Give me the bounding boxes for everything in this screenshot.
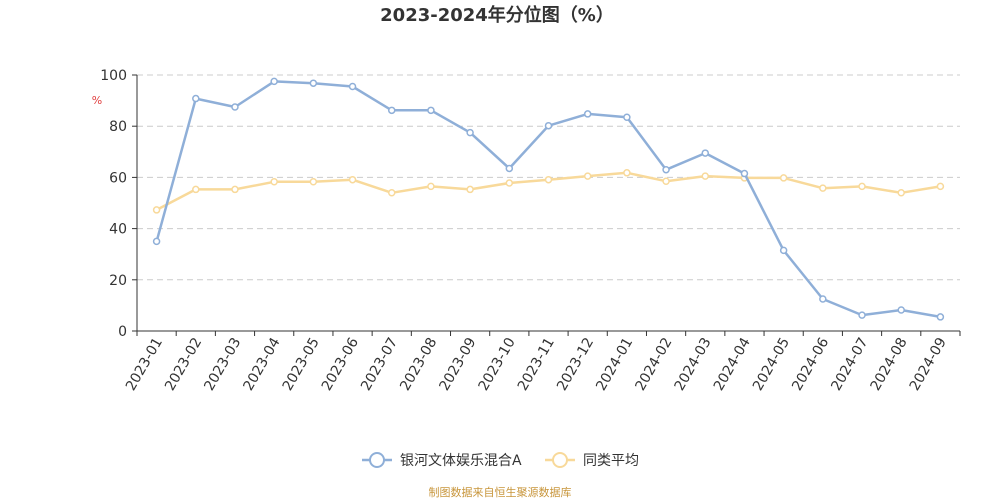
x-tick-label: 2023-01	[123, 335, 166, 394]
data-point[interactable]	[936, 313, 945, 321]
y-tick-label: 80	[109, 119, 127, 135]
data-point[interactable]	[505, 164, 514, 173]
legend-item-1[interactable]: 同类平均	[545, 452, 639, 469]
data-point[interactable]	[623, 113, 631, 121]
y-tick-label: 40	[109, 222, 127, 238]
data-point[interactable]	[701, 149, 710, 157]
x-tick-label: 2024-08	[868, 335, 911, 394]
data-point[interactable]	[897, 306, 905, 314]
source-note: 制图数据来自恒生聚源数据库	[429, 485, 572, 499]
data-point[interactable]	[505, 179, 514, 187]
data-point[interactable]	[192, 94, 200, 103]
series-0	[152, 77, 945, 321]
data-point[interactable]	[858, 182, 866, 191]
data-point[interactable]	[231, 185, 239, 194]
x-tick-label: 2024-01	[593, 335, 636, 394]
data-point[interactable]	[701, 172, 710, 180]
series-line	[155, 80, 941, 319]
axes	[136, 75, 960, 332]
data-point[interactable]	[544, 175, 553, 184]
data-point[interactable]	[192, 185, 200, 194]
legend-label: 银河文体娱乐混合A	[400, 453, 522, 469]
data-point[interactable]	[858, 311, 866, 319]
data-point[interactable]	[387, 106, 396, 115]
y-axis-unit: %	[92, 94, 102, 107]
data-point[interactable]	[387, 189, 396, 197]
x-tick-label: 2024-09	[907, 335, 950, 394]
y-tick-label: 0	[118, 324, 127, 340]
data-point[interactable]	[231, 103, 239, 111]
x-tick-label: 2024-02	[632, 335, 675, 394]
y-tick-label: 100	[100, 68, 127, 84]
data-point[interactable]	[897, 189, 905, 197]
data-point[interactable]	[544, 121, 553, 130]
data-point[interactable]	[583, 172, 592, 180]
legend-item-0[interactable]: 银河文体娱乐混合A	[362, 452, 522, 469]
data-point[interactable]	[819, 184, 827, 192]
data-point[interactable]	[427, 106, 435, 115]
x-tick-label: 2024-03	[672, 335, 715, 394]
legend-swatch-marker	[552, 452, 568, 468]
chart-title: 2023-2024年分位图（%）	[380, 4, 614, 26]
x-tick-label: 2024-07	[828, 335, 871, 394]
x-tick-label: 2024-05	[750, 335, 793, 394]
x-tick-label: 2023-09	[436, 335, 479, 394]
data-point[interactable]	[779, 246, 788, 255]
data-point[interactable]	[623, 169, 631, 177]
data-point[interactable]	[779, 174, 788, 182]
data-point[interactable]	[583, 110, 592, 118]
series-1	[152, 169, 945, 214]
y-axis-ticks: 0 20 40 60 80 100	[100, 68, 137, 340]
data-point[interactable]	[819, 295, 827, 303]
data-point[interactable]	[152, 237, 161, 246]
x-tick-label: 2023-03	[201, 335, 244, 394]
data-point[interactable]	[662, 165, 670, 174]
data-point[interactable]	[662, 177, 670, 185]
data-point[interactable]	[309, 79, 318, 87]
data-point[interactable]	[740, 169, 749, 178]
data-point[interactable]	[309, 178, 318, 186]
y-tick-label: 60	[109, 170, 127, 186]
x-tick-label: 2023-07	[358, 335, 401, 394]
data-point[interactable]	[466, 185, 474, 194]
x-tick-label: 2023-06	[319, 335, 362, 394]
x-tick-label: 2023-12	[554, 335, 597, 394]
data-point[interactable]	[427, 182, 435, 191]
data-point[interactable]	[936, 182, 945, 191]
data-point[interactable]	[270, 77, 278, 86]
x-axis-ticks: 2023-012023-022023-032023-042023-052023-…	[123, 331, 961, 394]
data-point[interactable]	[152, 206, 161, 214]
data-point[interactable]	[466, 128, 474, 137]
x-tick-label: 2024-06	[789, 335, 832, 394]
x-tick-label: 2024-04	[711, 335, 754, 394]
data-point[interactable]	[270, 178, 278, 186]
legend-label: 同类平均	[583, 453, 639, 469]
y-tick-label: 20	[109, 273, 127, 289]
x-tick-label: 2023-10	[476, 335, 519, 394]
legend[interactable]: 银河文体娱乐混合A 同类平均	[362, 452, 639, 469]
data-point[interactable]	[348, 82, 357, 91]
x-tick-label: 2023-02	[162, 335, 205, 394]
x-tick-label: 2023-08	[397, 335, 440, 394]
x-tick-label: 2023-05	[280, 335, 323, 394]
legend-swatch-marker	[369, 452, 385, 468]
x-tick-label: 2023-11	[515, 335, 558, 394]
data-point[interactable]	[348, 175, 357, 184]
series-group	[152, 77, 945, 321]
x-tick-label: 2023-04	[241, 335, 284, 394]
